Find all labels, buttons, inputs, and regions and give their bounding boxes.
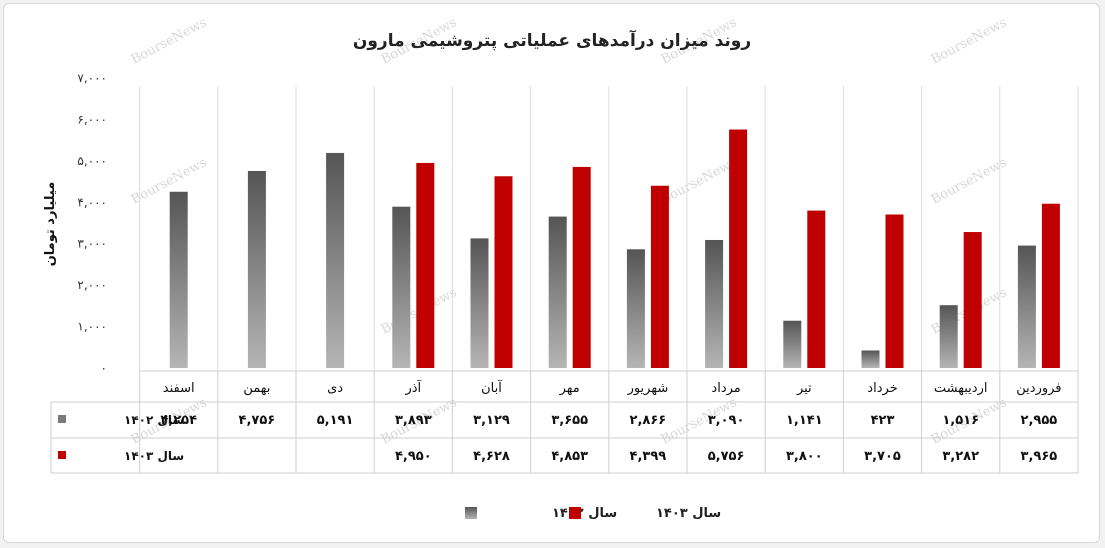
watermark-text: BourseNews [929, 15, 1010, 67]
data-table-cell: ۴,۶۲۸ [473, 449, 510, 464]
category-label: تیر [796, 381, 812, 396]
data-table-cell: ۴,۸۵۳ [551, 449, 588, 464]
data-table-cell: ۲,۸۶۶ [630, 413, 667, 428]
watermark-text: BourseNews [129, 155, 210, 207]
data-table-cell: ۴,۲۵۴ [160, 413, 197, 428]
watermark-text: BourseNews [129, 15, 210, 67]
category-label: مهر [559, 381, 580, 396]
table-row-key [58, 415, 66, 423]
bar-series-1403 [807, 210, 826, 368]
bar-series-1402 [626, 249, 645, 368]
bar-series-1403 [1041, 203, 1060, 368]
watermark-text: BourseNews [659, 155, 740, 207]
category-label: مرداد [711, 381, 740, 396]
legend-label-1403: سال ۱۴۰۳ [656, 506, 721, 521]
category-label: آبان [481, 379, 503, 396]
bar-series-1402 [1017, 245, 1036, 368]
bar-series-1402 [326, 152, 345, 368]
category-label: شهریور [627, 381, 669, 396]
data-table-cell: ۳,۱۲۹ [473, 413, 510, 428]
table-row-label: سال ۱۴۰۲ [124, 413, 184, 427]
table-row-key [58, 451, 66, 459]
y-tick-label: ۱,۰۰۰ [77, 320, 107, 334]
y-axis-label: میلیارد تومان [43, 182, 58, 267]
y-tick-label: ۷,۰۰۰ [77, 71, 107, 85]
table-row-label: سال ۱۴۰۳ [124, 449, 184, 463]
y-tick-label: ۲,۰۰۰ [77, 278, 107, 292]
y-tick-label: ۵,۰۰۰ [77, 154, 107, 168]
category-label: فروردین [1016, 381, 1061, 396]
y-tick-label: ۶,۰۰۰ [77, 112, 107, 126]
data-table-cell: ۵,۷۵۶ [708, 449, 745, 464]
data-table-cell: ۳,۶۵۵ [551, 413, 588, 428]
bar-series-1402 [705, 239, 724, 368]
data-table-cell: ۴,۳۹۹ [630, 449, 667, 464]
category-label: خرداد [867, 381, 897, 396]
bar-series-1402 [548, 216, 567, 368]
legend-swatch-1402 [465, 507, 477, 519]
bar-series-1402 [392, 206, 411, 368]
data-table-cell: ۳,۷۰۵ [864, 449, 901, 464]
bar-chart: BourseNews BourseNews BourseNews BourseNews… [43, 15, 1079, 521]
data-table-cell: ۳,۹۶۵ [1021, 449, 1058, 464]
y-tick-label: ۴,۰۰۰ [77, 195, 107, 209]
legend-swatch-1403 [569, 507, 581, 519]
chart-title: روند میزان درآمدهای عملیاتی پتروشیمی مار… [353, 29, 751, 51]
bar-series-1403 [885, 214, 904, 368]
category-label: دی [327, 381, 343, 396]
data-table-cell: ۴,۷۵۶ [239, 413, 276, 428]
bar-series-1402 [861, 350, 880, 368]
data-table-cell: ۳,۰۹۰ [708, 413, 745, 428]
bar-series-1402 [169, 191, 188, 368]
data-table-cell: ۴,۹۵۰ [395, 449, 432, 464]
bar-series-1403 [963, 232, 982, 368]
bar-series-1403 [572, 166, 591, 368]
bar-series-1402 [470, 238, 489, 368]
data-table-cell: ۱,۱۴۱ [786, 413, 823, 428]
bar-series-1402 [247, 170, 266, 368]
data-table-cell: ۳,۸۹۳ [395, 413, 432, 428]
y-tick-label: ۰ [101, 361, 107, 375]
data-table-cell: ۵,۱۹۱ [317, 413, 354, 428]
bar-series-1402 [783, 320, 802, 368]
data-table-cell: ۲,۹۵۵ [1021, 413, 1058, 428]
bar-series-1403 [729, 129, 748, 368]
category-label: اسفند [163, 381, 195, 396]
data-table-cell: ۱,۵۱۶ [942, 413, 979, 428]
bar-series-1402 [939, 305, 958, 368]
watermark-text: BourseNews [929, 155, 1010, 207]
bar-series-1403 [416, 162, 435, 368]
category-label: بهمن [243, 381, 270, 396]
bar-series-1403 [650, 185, 669, 368]
data-table-cell: ۴۲۳ [871, 413, 895, 428]
chart-frame: BourseNews BourseNews BourseNews BourseNews… [3, 3, 1100, 543]
category-label: آذر [404, 379, 422, 396]
bar-series-1403 [494, 176, 513, 368]
data-table-cell: ۳,۸۰۰ [786, 449, 823, 464]
legend-label-1402: سال ۱۴۰۲ [552, 506, 617, 521]
category-label: اردیبهشت [934, 381, 988, 396]
data-table-cell: ۳,۲۸۲ [942, 449, 979, 464]
y-tick-label: ۳,۰۰۰ [77, 237, 107, 251]
